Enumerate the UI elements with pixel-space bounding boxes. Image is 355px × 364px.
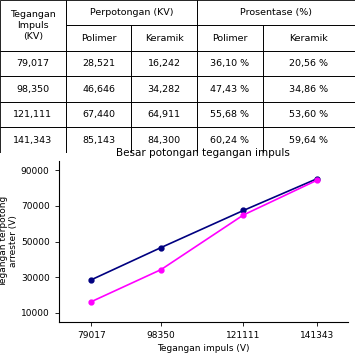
Bar (263, 51, 355, 76)
Text: 34,86 %: 34,86 % (289, 85, 328, 94)
Text: 121,111: 121,111 (13, 110, 52, 119)
Text: Polimer: Polimer (212, 34, 248, 43)
Bar (197, 127, 263, 153)
Text: Prosentase (%): Prosentase (%) (240, 8, 312, 17)
Text: 46,646: 46,646 (82, 85, 115, 94)
Text: Tegangan
Impuls
(KV): Tegangan Impuls (KV) (10, 10, 56, 41)
Text: 85,143: 85,143 (82, 136, 115, 145)
Text: Perpotongan (KV): Perpotongan (KV) (89, 8, 173, 17)
Text: Polimer: Polimer (81, 34, 116, 43)
Bar (263, 76, 355, 102)
Text: 141,343: 141,343 (13, 136, 53, 145)
Text: 28,521: 28,521 (82, 59, 115, 68)
Text: 16,242: 16,242 (148, 59, 181, 68)
Bar (0, 51, 66, 76)
Arrester Polimer (315, 177, 319, 181)
Y-axis label: Tegangan terpotong
arrester (V): Tegangan terpotong arrester (V) (0, 196, 18, 287)
Bar (66, 127, 131, 153)
Text: 64,911: 64,911 (148, 110, 181, 119)
Text: 59,64 %: 59,64 % (289, 136, 328, 145)
Bar (66, 25, 131, 51)
Text: Keramik: Keramik (289, 34, 328, 43)
Bar (197, 76, 263, 102)
Bar (197, 51, 263, 76)
Bar (131, 51, 197, 76)
Bar (66, 51, 131, 76)
Bar (131, 25, 197, 51)
Text: 60,24 %: 60,24 % (211, 136, 249, 145)
X-axis label: Tegangan impuls (V): Tegangan impuls (V) (157, 344, 250, 353)
Bar (0, 102, 66, 127)
Text: 79,017: 79,017 (16, 59, 49, 68)
Arrester Keramik (241, 213, 246, 217)
Bar (0, 76, 66, 102)
Title: Besar potongan tegangan impuls: Besar potongan tegangan impuls (116, 148, 290, 158)
Text: 84,300: 84,300 (148, 136, 181, 145)
Text: 98,350: 98,350 (16, 85, 49, 94)
Bar (66, 102, 131, 127)
Text: Keramik: Keramik (145, 34, 184, 43)
Bar (131, 102, 197, 127)
Arrester Keramik (315, 178, 319, 183)
Text: 55,68 %: 55,68 % (211, 110, 249, 119)
Bar (131, 76, 197, 102)
Bar (263, 127, 355, 153)
Arrester Polimer (89, 278, 93, 282)
Bar (263, 102, 355, 127)
Bar (0, 0, 66, 51)
Text: 47,43 %: 47,43 % (210, 85, 250, 94)
Bar (197, 25, 263, 51)
Text: 53,60 %: 53,60 % (289, 110, 328, 119)
Arrester Polimer (241, 208, 246, 213)
Bar (197, 102, 263, 127)
Arrester Keramik (89, 300, 93, 304)
Arrester Polimer (159, 245, 163, 250)
Line: Arrester Polimer: Arrester Polimer (89, 177, 319, 282)
Bar (197, 0, 355, 25)
Bar (131, 127, 197, 153)
Text: 36,10 %: 36,10 % (210, 59, 250, 68)
Bar (0, 127, 66, 153)
Bar (263, 25, 355, 51)
Text: 34,282: 34,282 (148, 85, 181, 94)
Arrester Keramik (159, 268, 163, 272)
Line: Arrester Keramik: Arrester Keramik (89, 178, 319, 304)
Text: 20,56 %: 20,56 % (289, 59, 328, 68)
Text: 67,440: 67,440 (82, 110, 115, 119)
Bar (66, 76, 131, 102)
Bar (66, 0, 197, 25)
